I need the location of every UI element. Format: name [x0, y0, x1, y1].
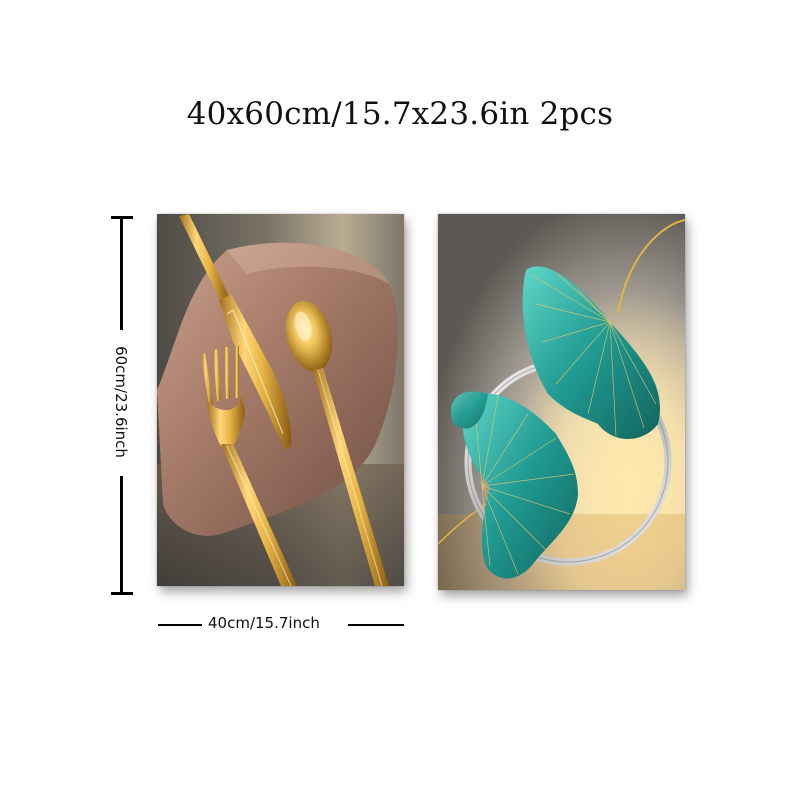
height-label: 60cm/23.6inch — [112, 346, 130, 458]
cutlery-artwork — [157, 214, 404, 586]
width-line-right — [348, 624, 404, 626]
cutlery-canvas-panel — [157, 214, 404, 586]
height-line-bottom — [120, 476, 123, 594]
ginkgo-canvas-panel — [438, 214, 685, 590]
width-line-left — [158, 624, 202, 626]
height-tick-bottom — [111, 592, 133, 595]
product-size-title: 40x60cm/15.7x23.6in 2pcs — [186, 96, 614, 132]
ginkgo-artwork — [438, 214, 685, 590]
width-label: 40cm/15.7inch — [208, 614, 320, 632]
height-line-top — [120, 216, 123, 330]
